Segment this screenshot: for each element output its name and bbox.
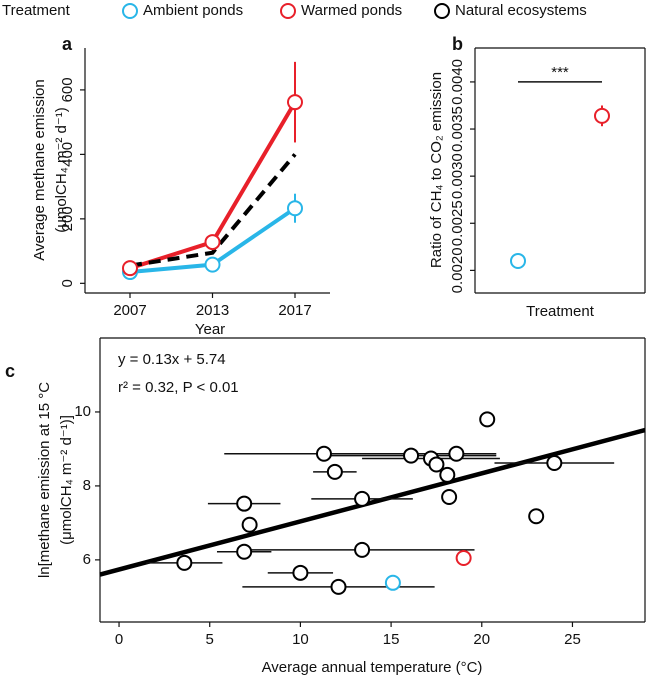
annotation: r² = 0.32, P < 0.01 [118, 379, 239, 396]
point [384, 574, 401, 591]
x-tick-label: 5 [206, 631, 214, 648]
point [326, 463, 343, 480]
point [441, 489, 458, 506]
point [448, 445, 465, 462]
legend-label: Natural ecosystems [455, 2, 587, 19]
y-axis-label: (μmolCH₄ m⁻² d⁻¹)] [58, 415, 75, 545]
point [287, 200, 303, 217]
point [204, 256, 221, 273]
y-tick-label: 8 [83, 477, 91, 494]
point [594, 107, 610, 124]
x-axis-label: Treatment [526, 303, 595, 320]
y-axis-label: ln[methane emission at 15 °C [36, 382, 53, 578]
y-tick-label: 10 [74, 403, 91, 420]
point [292, 564, 309, 581]
y-axis-label: Average methane emission [31, 79, 48, 261]
series-line [129, 153, 297, 268]
point [287, 94, 303, 111]
x-tick-label: 10 [292, 631, 309, 648]
y-tick-label: 0 [59, 279, 76, 287]
point [510, 252, 526, 269]
point [354, 541, 371, 558]
y-axis-label: (μmolCH₄ m⁻² d⁻¹) [53, 107, 70, 233]
point [528, 508, 545, 525]
y-tick-label: 400 [59, 142, 76, 167]
x-axis-label: Year [195, 321, 225, 338]
point [176, 554, 193, 571]
point [236, 495, 253, 512]
x-tick-label: 15 [383, 631, 400, 648]
legend-title: Treatment [2, 2, 71, 19]
y-tick-label: 200 [59, 206, 76, 231]
x-axis-label: Average annual temperature (°C) [262, 659, 483, 676]
point [455, 550, 472, 567]
y-tick-label: 0.0035 [449, 106, 466, 152]
point [354, 490, 371, 507]
panel-label: c [5, 361, 15, 381]
legend-marker [122, 3, 138, 19]
annotation: *** [551, 64, 569, 81]
annotation: y = 0.13x + 5.74 [118, 351, 226, 368]
point [330, 578, 347, 595]
legend-marker [434, 3, 450, 19]
legend-label: Ambient ponds [143, 2, 243, 19]
point [479, 411, 496, 428]
x-tick-label: 2013 [196, 302, 229, 319]
panel-label: b [452, 34, 463, 54]
x-tick-label: 0 [115, 631, 123, 648]
point [546, 454, 563, 471]
y-tick-label: 0.0020 [449, 247, 466, 293]
point [315, 445, 332, 462]
legend-marker [280, 3, 296, 19]
y-tick-label: 0.0025 [449, 200, 466, 246]
x-tick-label: 25 [564, 631, 581, 648]
panel-label: a [62, 34, 73, 54]
point [204, 234, 221, 251]
point [241, 516, 258, 533]
y-tick-label: 0.0030 [449, 153, 466, 199]
x-tick-label: 20 [473, 631, 490, 648]
legend-label: Warmed ponds [301, 2, 402, 19]
x-tick-label: 2007 [113, 302, 146, 319]
point [428, 456, 445, 473]
point [439, 466, 456, 483]
point [403, 447, 420, 464]
point [236, 543, 253, 560]
point [122, 260, 138, 277]
y-tick-label: 0.0040 [449, 59, 466, 105]
y-axis-label: Ratio of CH₄ to CO₂ emission [428, 72, 445, 268]
y-tick-label: 6 [83, 551, 91, 568]
fit-line [99, 427, 646, 577]
x-tick-label: 2017 [278, 302, 311, 319]
y-tick-label: 600 [59, 77, 76, 102]
